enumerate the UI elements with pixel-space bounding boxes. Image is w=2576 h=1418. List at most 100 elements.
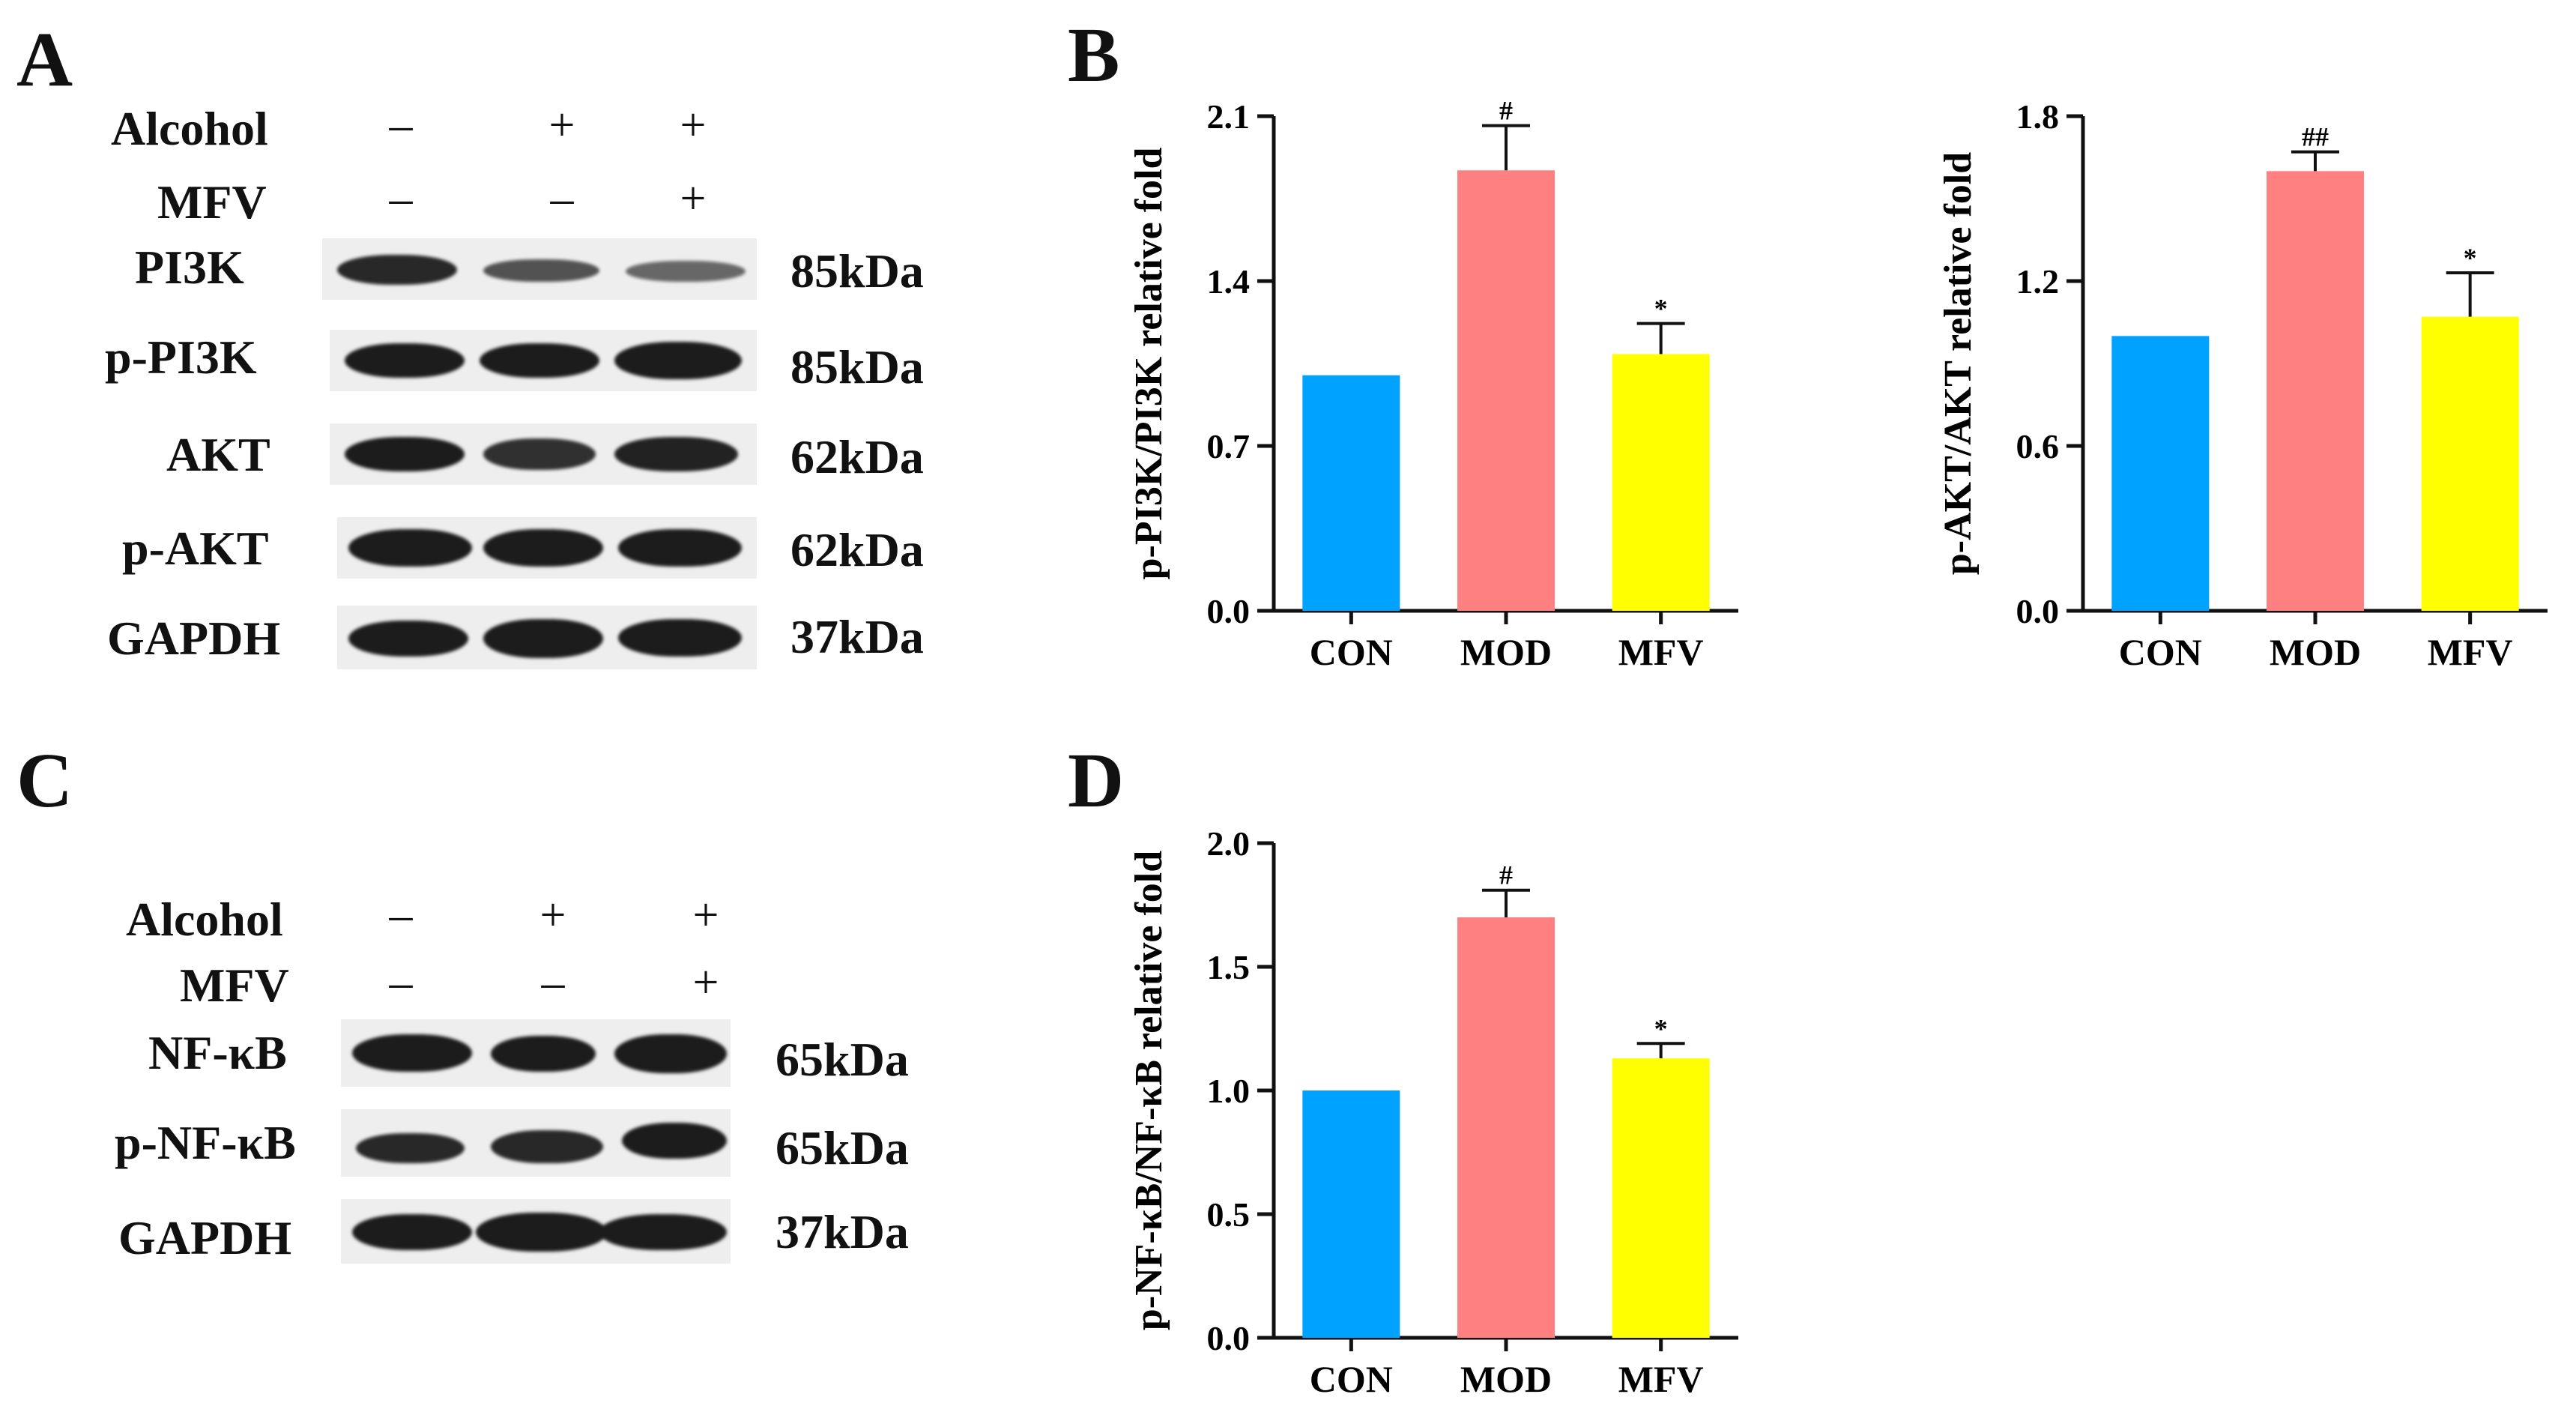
kda-label: 62kDa	[790, 430, 924, 483]
treatment-sign: –	[389, 890, 413, 941]
bar-chart-pi3k: p-PI3K/PI3K relative fold 0.0 0.7 1.4 2.1 CON…	[1128, 97, 1738, 673]
significance-mark: *	[1654, 294, 1668, 324]
blot-label: GAPDH	[107, 612, 281, 665]
bar-mfv	[1612, 1058, 1710, 1338]
blot-band	[337, 255, 457, 285]
blot-band	[491, 1036, 596, 1072]
blot-band	[352, 1034, 472, 1072]
significance-mark: *	[2464, 243, 2477, 273]
significance-mark: *	[1654, 1013, 1668, 1043]
treatment-sign: +	[539, 890, 566, 941]
y-tick-label: 0.0	[2016, 592, 2060, 630]
bar-con	[1302, 1090, 1400, 1338]
x-tick-label: CON	[2119, 631, 2202, 673]
bar-con	[2111, 336, 2210, 611]
significance-mark: ##	[2302, 122, 2329, 152]
blot-band	[348, 621, 468, 657]
kda-label: 65kDa	[775, 1033, 909, 1086]
y-tick-label: 0.5	[1207, 1195, 1251, 1234]
significance-mark: #	[1499, 97, 1513, 126]
blot-strip	[341, 1019, 731, 1087]
blot-band	[618, 529, 742, 567]
treatment-sign: –	[550, 173, 574, 224]
treatment-label-alcohol: Alcohol	[111, 102, 268, 155]
bar-mod	[1457, 917, 1555, 1338]
blot-strip	[337, 517, 757, 579]
kda-label: 65kDa	[775, 1121, 909, 1174]
x-tick-label: MFV	[1618, 631, 1704, 673]
blot-strip	[330, 330, 757, 391]
blot-band	[491, 1130, 603, 1163]
blot-band	[614, 437, 738, 471]
y-tick-label: 2.0	[1207, 824, 1251, 863]
blot-label: NF-κB	[148, 1026, 287, 1079]
treatment-sign: +	[680, 100, 707, 151]
treatment-sign: –	[541, 957, 565, 1008]
x-tick-label: MOD	[1460, 631, 1552, 673]
treatment-sign: +	[548, 100, 575, 151]
bar-mod	[2267, 171, 2364, 611]
kda-label: 37kDa	[775, 1205, 909, 1258]
blot-band	[483, 529, 603, 567]
kda-label: 37kDa	[790, 610, 924, 663]
blot-strip	[322, 238, 757, 300]
treatment-label-mfv: MFV	[157, 175, 267, 229]
kda-label: 62kDa	[790, 523, 924, 576]
y-axis-label: p-NF-κB/NF-κB relative fold	[1128, 851, 1170, 1330]
y-tick-label: 1.2	[2016, 262, 2060, 301]
panel-letter-c: C	[16, 737, 73, 824]
y-tick-label: 1.0	[1207, 1072, 1251, 1110]
blot-band	[348, 529, 472, 567]
y-tick-label: 0.0	[1207, 592, 1251, 630]
blot-strip	[341, 1199, 731, 1264]
blot-strip	[330, 423, 757, 485]
y-tick-label: 0.6	[2016, 427, 2060, 465]
blot-band	[483, 619, 603, 658]
bar-mod	[1457, 170, 1555, 611]
y-tick-label: 1.5	[1207, 948, 1251, 986]
blot-band	[618, 619, 742, 657]
bar-mfv	[2421, 316, 2519, 611]
treatment-sign: –	[389, 100, 413, 151]
kda-label: 85kDa	[790, 244, 924, 298]
blot-band	[626, 261, 746, 282]
blot-band	[483, 259, 599, 282]
blot-band	[356, 1133, 465, 1163]
x-tick-label: CON	[1310, 631, 1393, 673]
significance-mark: #	[1499, 860, 1513, 890]
treatment-sign: –	[389, 173, 413, 224]
treatment-label-mfv: MFV	[180, 959, 289, 1012]
y-axis-label: p-PI3K/PI3K relative fold	[1128, 148, 1170, 580]
treatment-sign: –	[389, 957, 413, 1008]
blot-band	[480, 343, 599, 378]
x-tick-label: CON	[1310, 1358, 1393, 1400]
blot-band	[345, 437, 465, 471]
x-tick-label: MOD	[2270, 631, 2361, 673]
blot-label: p-AKT	[122, 522, 269, 575]
bar-chart-nfkb: p-NF-κB/NF-κB relative fold 0.0 0.5 1.0 1.5 2…	[1128, 824, 1738, 1400]
y-tick-label: 2.1	[1207, 97, 1251, 136]
blot-band	[345, 343, 465, 378]
blot-band	[614, 342, 742, 379]
bar-mfv	[1612, 354, 1710, 611]
bar-chart-akt: p-AKT/AKT relative fold 0.0 0.6 1.2 1.8 CON ##…	[1937, 97, 2548, 673]
treatment-label-alcohol: Alcohol	[126, 893, 283, 946]
panel-letter-b: B	[1068, 12, 1120, 98]
y-tick-label: 0.7	[1207, 427, 1251, 465]
blot-band	[599, 1214, 727, 1250]
panel-letter-a: A	[16, 16, 73, 103]
panel-letter-d: D	[1068, 737, 1125, 824]
bar-con	[1302, 375, 1400, 611]
blot-label: GAPDH	[118, 1211, 292, 1264]
blot-strip	[337, 606, 757, 669]
x-tick-label: MFV	[2428, 631, 2513, 673]
blot-label: p-NF-κB	[115, 1116, 296, 1169]
blot-strip	[341, 1109, 731, 1177]
y-tick-label: 1.8	[2016, 97, 2060, 136]
blot-label: p-PI3K	[105, 331, 257, 384]
kda-label: 85kDa	[790, 340, 924, 393]
y-axis-label: p-AKT/AKT relative fold	[1937, 152, 1980, 575]
treatment-sign: +	[692, 890, 719, 941]
x-tick-label: MOD	[1460, 1358, 1552, 1400]
treatment-sign: +	[680, 173, 707, 224]
